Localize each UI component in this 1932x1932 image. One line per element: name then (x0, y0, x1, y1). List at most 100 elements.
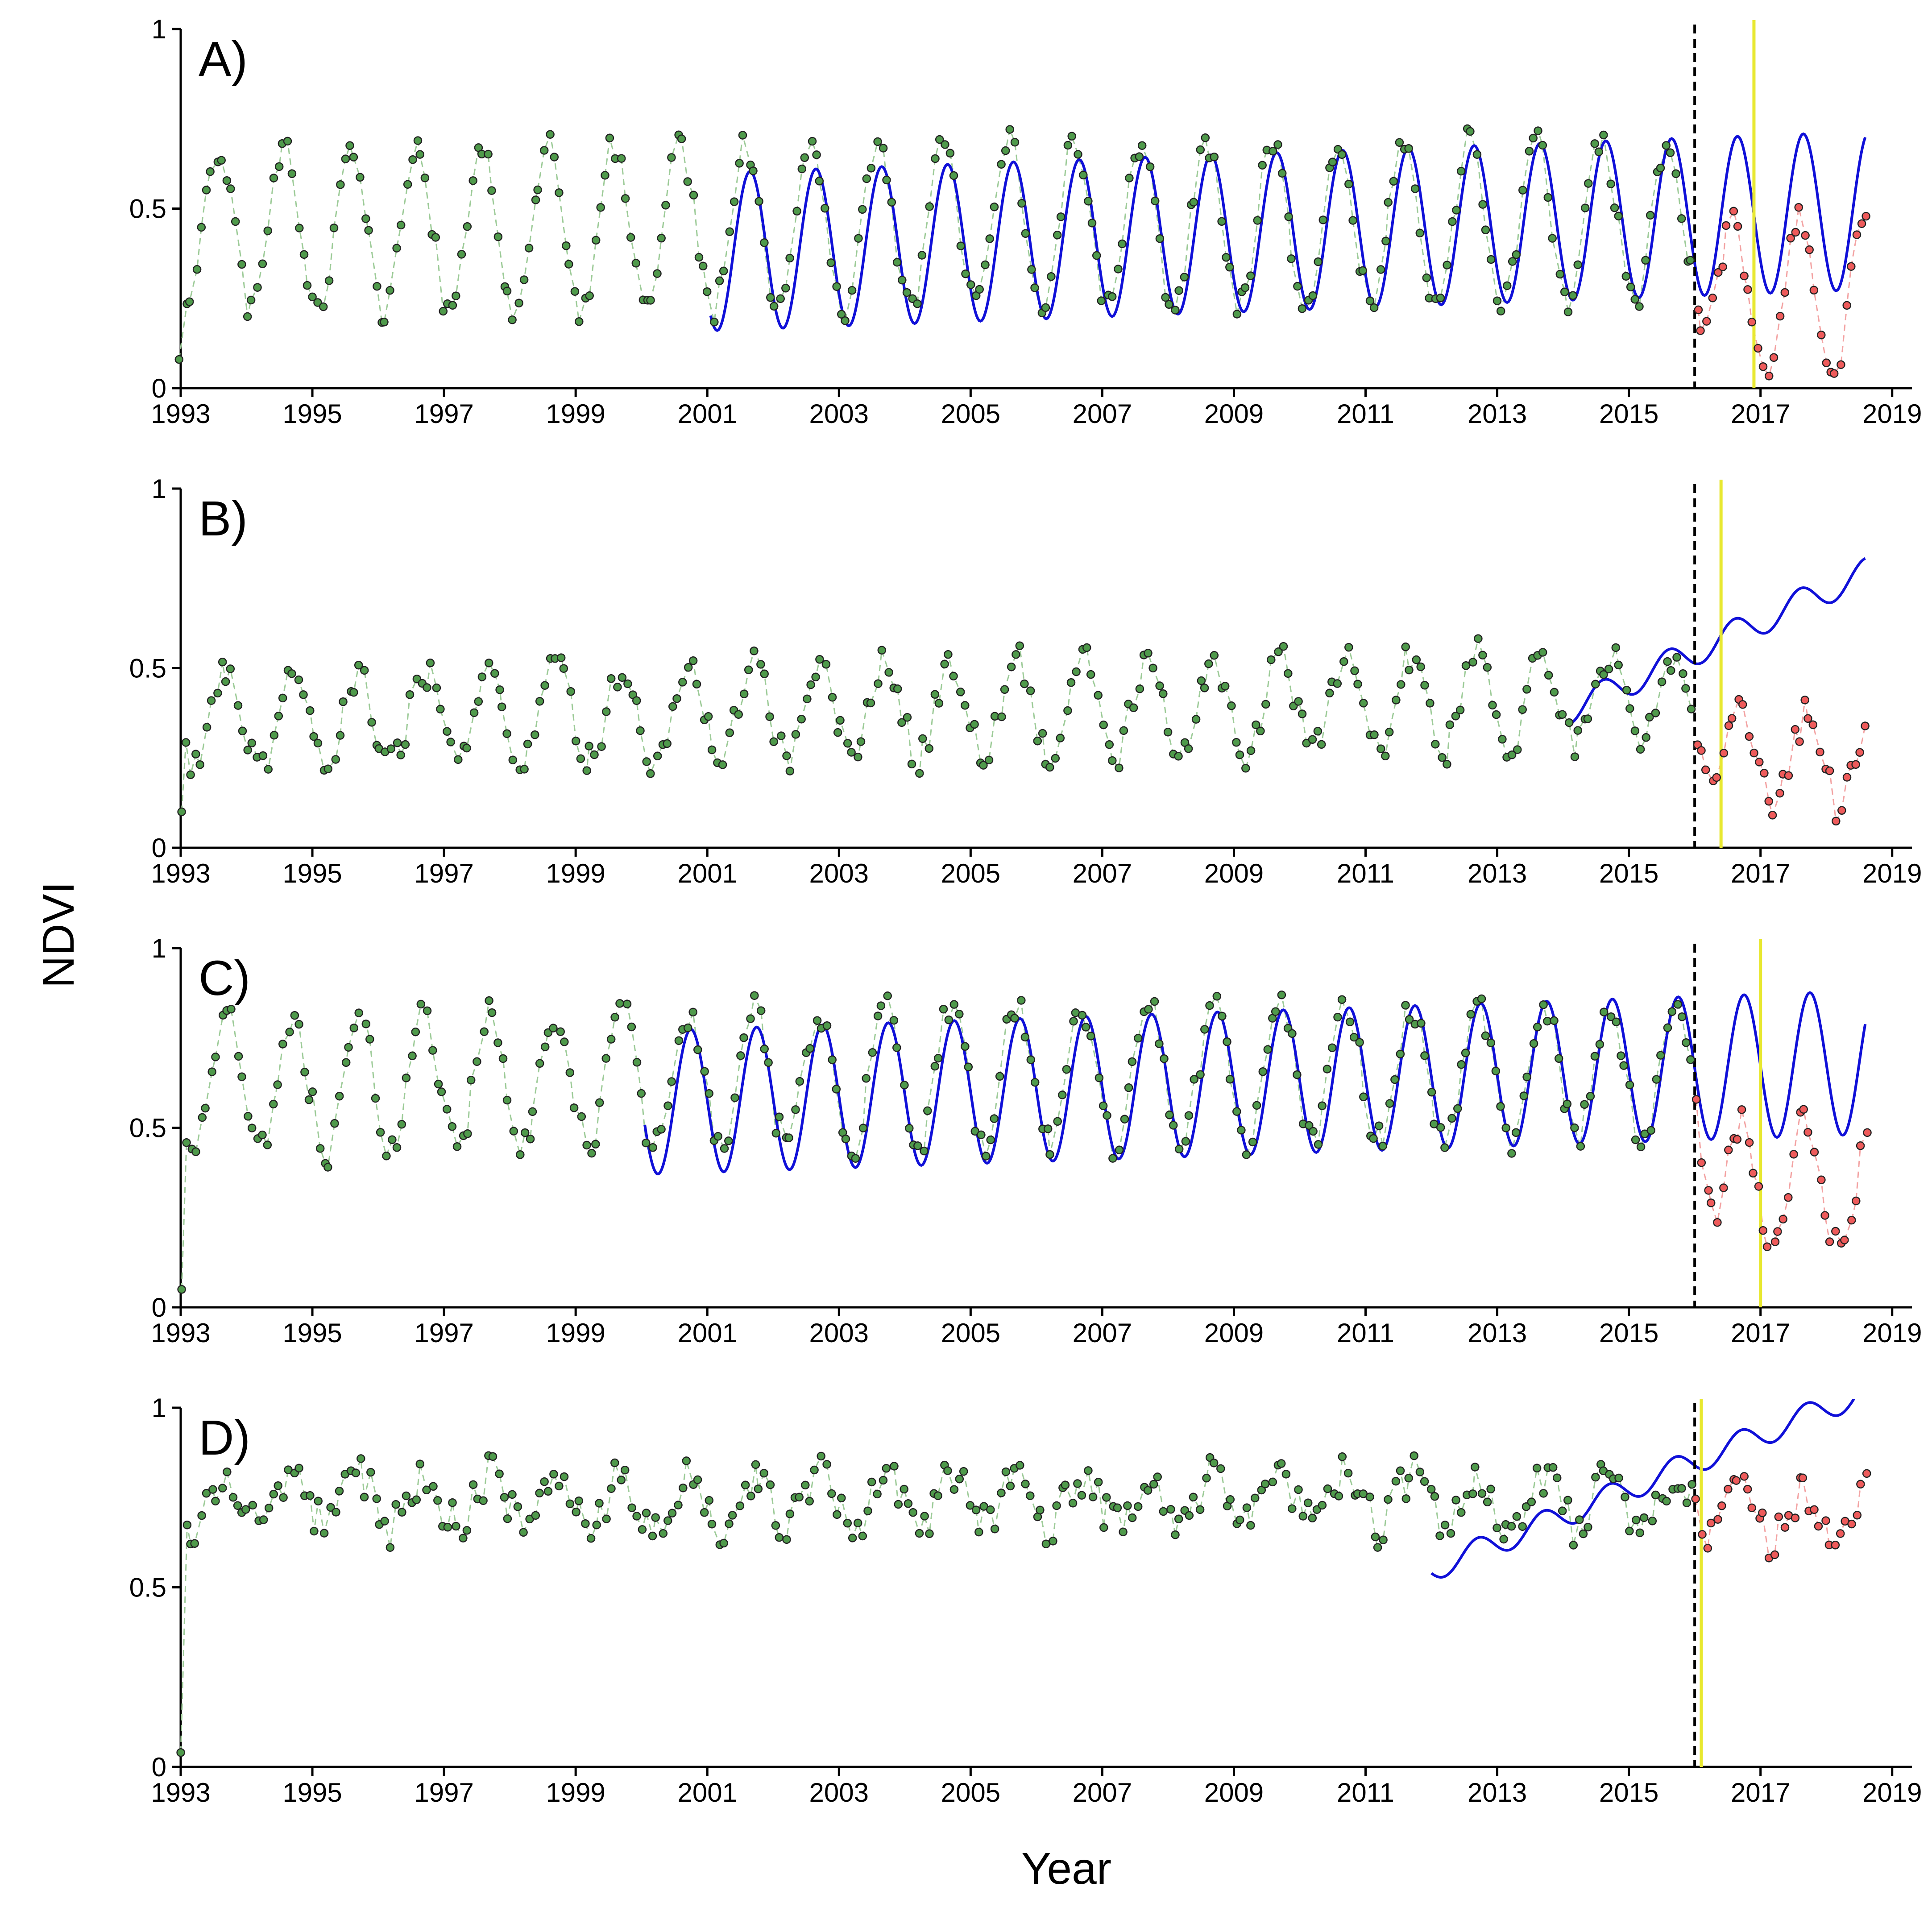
pre-point (1269, 147, 1277, 156)
pre-point (1568, 291, 1577, 300)
post-point (1747, 318, 1756, 327)
x-tick-label: 2007 (1073, 858, 1132, 888)
pre-point (549, 1024, 558, 1032)
pre-point (730, 1093, 739, 1102)
pre-point (191, 750, 200, 759)
post-point (1758, 362, 1768, 371)
pre-point (1081, 1023, 1090, 1032)
post-point (1754, 1182, 1763, 1191)
pre-point (1069, 1017, 1078, 1026)
pre-point (750, 647, 759, 655)
pre-point (1663, 657, 1672, 666)
pre-point (668, 702, 677, 711)
pre-point (735, 159, 744, 168)
pre-point (1010, 137, 1020, 147)
pre-point (1648, 1517, 1657, 1526)
pre-point (1021, 1480, 1030, 1488)
post-point (1692, 1095, 1701, 1104)
pre-point (617, 154, 626, 163)
pre-point (1072, 667, 1081, 676)
pre-point (986, 1505, 995, 1514)
pre-point (462, 743, 471, 753)
pre-point (884, 668, 893, 677)
pre-point (1622, 685, 1631, 695)
pre-point (897, 718, 906, 727)
pre-point (1209, 1459, 1219, 1468)
pre-point (866, 698, 875, 708)
post-point (1800, 696, 1809, 705)
pre-point (659, 1529, 668, 1538)
pre-point (898, 275, 907, 285)
pre-point (1359, 699, 1368, 708)
post-point (1713, 1515, 1722, 1524)
pre-point (1350, 666, 1359, 676)
pre-point (1017, 199, 1026, 208)
pre-point (313, 738, 323, 748)
pre-point (1327, 1043, 1337, 1052)
pre-point (294, 1020, 303, 1029)
pre-point (570, 287, 580, 296)
pre-point (1030, 1078, 1040, 1087)
x-tick-label: 1993 (151, 858, 210, 888)
pre-point (1682, 1038, 1691, 1047)
pre-point (756, 660, 765, 669)
post-point (1740, 271, 1749, 281)
pre-point (822, 1021, 832, 1030)
pre-point (1404, 1474, 1413, 1483)
pre-point (1404, 144, 1413, 153)
pre-point (1507, 1149, 1516, 1158)
x-tick-label: 2007 (1073, 1778, 1132, 1808)
pre-point (259, 1515, 268, 1524)
pre-point (1522, 685, 1531, 694)
pre-point (1063, 141, 1073, 150)
pre-point (1149, 1480, 1158, 1489)
pre-point (423, 683, 431, 692)
pre-point (356, 173, 365, 182)
post-point (1702, 317, 1711, 326)
panel-2: 0 0.5 1 1993 1995 1997 1999 2001 2003 2005 2007 200… (129, 474, 1922, 888)
pre-point (357, 1454, 365, 1463)
pre-point (1486, 1484, 1495, 1494)
post-point (1696, 326, 1705, 335)
pre-point (1599, 130, 1608, 140)
pre-point (341, 154, 350, 163)
pre-point (446, 738, 455, 746)
pre-point (1639, 1513, 1649, 1522)
pre-point (1438, 753, 1447, 762)
pre-point (452, 291, 460, 300)
pre-point (775, 1112, 784, 1121)
pre-point (1401, 1494, 1411, 1503)
pre-point (1486, 255, 1496, 264)
pre-point (1652, 1075, 1661, 1084)
pre-point (769, 737, 778, 746)
pre-point (466, 1075, 476, 1085)
pre-point (1369, 303, 1379, 312)
x-tick-label: 2011 (1337, 858, 1394, 888)
pre-point (1529, 133, 1538, 143)
pre-point (335, 1487, 344, 1496)
pre-point (299, 250, 309, 259)
pre-point (915, 769, 924, 778)
pre-point (1416, 662, 1425, 672)
pre-point (1617, 1051, 1625, 1060)
pre-point (1686, 256, 1695, 265)
x-tick-label: 2019 (1862, 858, 1922, 888)
pre-point (269, 1489, 278, 1499)
pre-point (817, 1451, 825, 1461)
x-tick-label: 1995 (282, 1318, 342, 1348)
pre-point (1422, 273, 1431, 282)
pre-point (190, 1539, 199, 1548)
pre-point (1314, 257, 1323, 266)
pre-point (736, 1051, 745, 1060)
pre-point (222, 176, 232, 185)
pre-point (186, 770, 195, 779)
pre-point (1679, 669, 1687, 678)
post-point (1745, 1138, 1754, 1147)
pre-point (1544, 671, 1553, 680)
pre-point (1165, 1111, 1174, 1119)
pre-point (264, 765, 273, 774)
pre-point (319, 1529, 329, 1538)
pre-point (1000, 685, 1009, 694)
pre-point (606, 674, 616, 683)
pre-point (1381, 236, 1390, 246)
